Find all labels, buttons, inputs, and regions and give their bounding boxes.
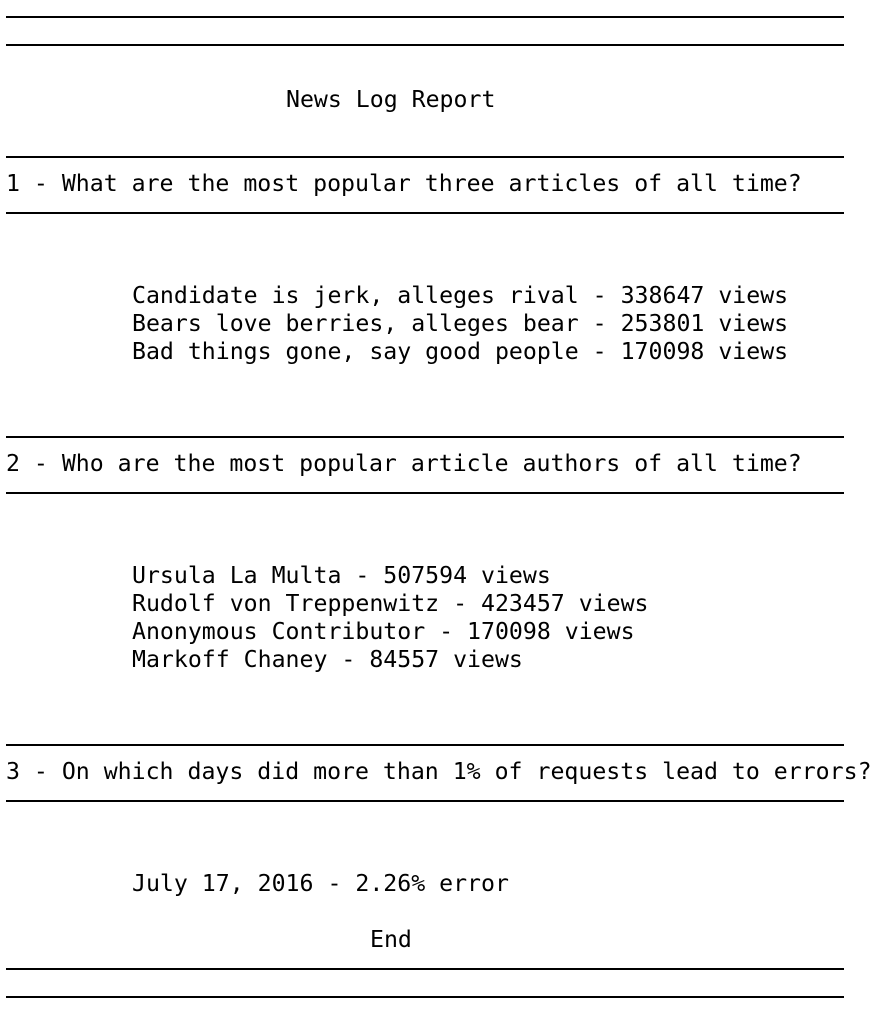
divider-line — [6, 478, 872, 506]
blank-line — [6, 702, 872, 730]
blank-line — [6, 898, 872, 926]
blank-line — [6, 254, 872, 282]
divider-line — [6, 730, 872, 758]
divider-line — [6, 954, 872, 982]
blank-line — [6, 814, 872, 842]
result-line: Candidate is jerk, alleges rival - 33864… — [132, 282, 789, 309]
divider-line — [6, 786, 872, 814]
divider-line — [6, 30, 872, 58]
blank-line — [6, 114, 872, 142]
question-heading-1: 1 - What are the most popular three arti… — [6, 170, 802, 197]
result-line: Rudolf von Treppenwitz - 423457 views — [132, 590, 649, 617]
report-title: News Log Report — [286, 86, 496, 113]
result-line: Bad things gone, say good people - 17009… — [132, 338, 789, 365]
blank-line — [6, 534, 872, 562]
report-end-label: End — [370, 926, 412, 953]
blank-line — [6, 506, 872, 534]
blank-line — [6, 674, 872, 702]
result-line: Markoff Chaney - 84557 views — [132, 646, 523, 673]
result-line: Anonymous Contributor - 170098 views — [132, 618, 635, 645]
result-line: Bears love berries, alleges bear - 25380… — [132, 310, 789, 337]
result-line: July 17, 2016 - 2.26% error — [132, 870, 509, 897]
question-heading-2: 2 - Who are the most popular article aut… — [6, 450, 802, 477]
blank-line — [6, 394, 872, 422]
divider-line — [6, 198, 872, 226]
blank-line — [6, 366, 872, 394]
blank-line — [6, 842, 872, 870]
divider-line — [6, 142, 872, 170]
divider-line — [6, 422, 872, 450]
divider-line — [6, 2, 872, 30]
blank-line — [6, 226, 872, 254]
question-heading-3: 3 - On which days did more than 1% of re… — [6, 758, 872, 785]
terminal-output: News Log Report 1 - What are the most po… — [6, 2, 872, 1010]
result-line: Ursula La Multa - 507594 views — [132, 562, 551, 589]
blank-line — [6, 58, 872, 86]
divider-line — [6, 982, 872, 1010]
